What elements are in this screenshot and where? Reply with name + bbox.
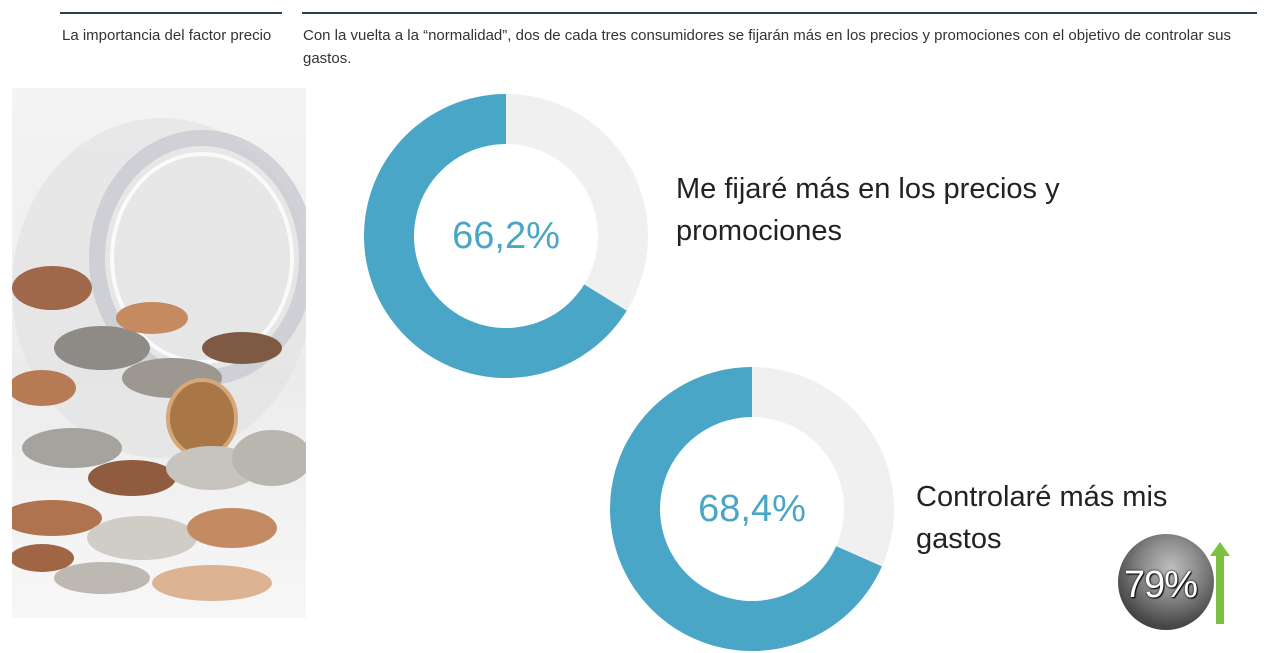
- badge-photo: [1118, 534, 1214, 630]
- donut-label-prices: Me fijaré más en los precios y promocion…: [676, 173, 1060, 247]
- top-rule-left: [60, 12, 282, 14]
- donut-label-expenses: Controlaré más mis gastos: [916, 481, 1168, 555]
- donut-slice-value: [364, 94, 627, 378]
- donut-chart-prices: 66,2%: [364, 94, 648, 378]
- coins-group: [12, 266, 306, 601]
- donut-chart-expenses: 68,4%: [610, 367, 894, 651]
- donut-value-prices: 66,2%: [452, 214, 560, 257]
- side-title: La importancia del factor precio: [62, 27, 272, 44]
- badge-value: 79%: [1124, 564, 1198, 606]
- percentage-badge: 79%: [1118, 528, 1230, 634]
- top-rule-right: [302, 12, 1257, 14]
- donut-slice-value: [610, 367, 882, 651]
- subtitle: Con la vuelta a la “normalidad”, dos de …: [303, 27, 1231, 67]
- up-arrow-icon: [1210, 542, 1230, 624]
- donut-value-expenses: 68,4%: [698, 487, 806, 530]
- donut-slice-remainder: [506, 94, 648, 311]
- donut-slice-remainder: [752, 367, 894, 567]
- coin-jar-photo: [12, 88, 306, 618]
